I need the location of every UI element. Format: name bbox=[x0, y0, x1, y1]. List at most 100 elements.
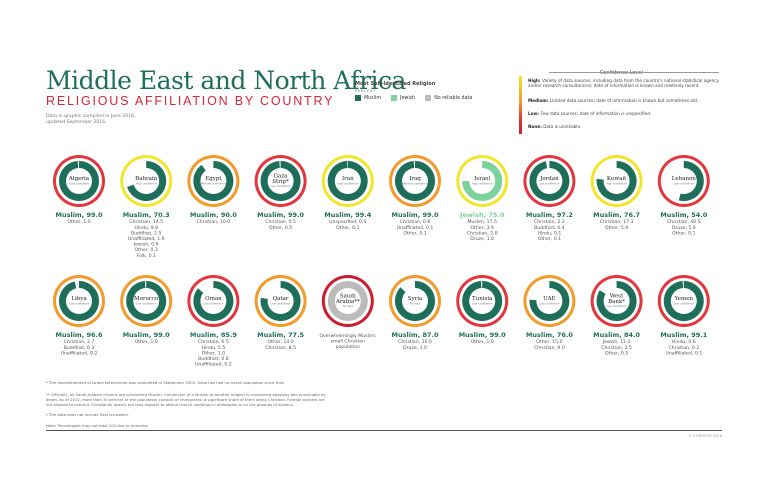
main-religion-iraq: Muslim, 99.0 bbox=[392, 211, 439, 219]
other-religion-bahrain: Other, 0.3 bbox=[135, 247, 158, 253]
confidence-note-iraq: Medium confidence bbox=[402, 182, 428, 186]
country-name-bahrain: Bahrain bbox=[135, 176, 158, 182]
other-religion-lebanon: Other, 0.1 bbox=[672, 230, 695, 236]
other-religion-bahrain: Buddhist, 2.5 bbox=[131, 230, 162, 236]
confidence-note-oman: Low confidence bbox=[203, 302, 224, 306]
country-name-oman: Oman bbox=[205, 296, 222, 302]
footnote-2a: ** Officially, all Saudi Arabian citizen… bbox=[46, 392, 326, 397]
legend-swatch-no-data bbox=[425, 95, 432, 101]
confidence-high: High: Variety of data sources, including… bbox=[528, 78, 720, 89]
confidence-note-lebanon: Low confidence bbox=[674, 182, 695, 186]
main-religion-yemen: Muslim, 99.1 bbox=[660, 331, 707, 339]
donut-hole-qatar bbox=[267, 288, 294, 314]
country-name-morocco: Morocco bbox=[134, 296, 159, 302]
confidence-note-syria: No data bbox=[410, 302, 421, 306]
other-religion-lebanon: Druze, 5.6 bbox=[672, 225, 696, 231]
confidence-note-uae: Low confidence bbox=[539, 302, 560, 306]
date-note-2: updated September 2016. bbox=[46, 120, 107, 125]
confidence-note-tunisia: Low confidence bbox=[472, 302, 493, 306]
country-name-gaza-strip: Gaza bbox=[274, 173, 289, 179]
confidence-medium: Medium: Limited data sources; date of in… bbox=[528, 98, 699, 103]
confidence-note-egypt: Medium confidence bbox=[201, 182, 227, 186]
confidence-note-morocco: Low confidence bbox=[136, 302, 157, 306]
main-religion-israel: Jewish, 75.0 bbox=[459, 211, 505, 219]
footnote-3: † The data does not include East Jerusal… bbox=[46, 412, 130, 417]
main-religion-libya: Muslim, 96.6 bbox=[56, 331, 103, 339]
country-name-tunisia: Tunisia bbox=[472, 296, 493, 302]
other-religion-iran: Other, 0.1 bbox=[336, 225, 359, 231]
other-religion-uae: Christian, 9.0 bbox=[534, 345, 565, 351]
confidence-legend: High: Variety of data sources, including… bbox=[519, 72, 719, 134]
main-religion-algeria: Muslim, 99.0 bbox=[56, 211, 103, 219]
other-religion-bahrain: Jewish, 0.6 bbox=[133, 242, 159, 248]
country-name-lebanon: Lebanon bbox=[672, 176, 697, 182]
legend-subtitle: PERCENT bbox=[355, 88, 376, 93]
other-religion-oman: Unaffiliated, 0.2 bbox=[195, 362, 232, 368]
other-religion-israel: Other, 3.9 bbox=[471, 225, 494, 231]
confidence-note-yemen: Low confidence bbox=[674, 302, 695, 306]
other-religion-qatar: Christian, 8.5 bbox=[265, 345, 296, 351]
other-religion-saudi-arabia: population bbox=[336, 344, 361, 350]
page-subtitle: RELIGIOUS AFFILIATION BY COUNTRY bbox=[46, 94, 335, 108]
main-religion-uae: Muslim, 76.0 bbox=[526, 331, 573, 339]
donut-hole-syria bbox=[402, 288, 428, 314]
other-religion-bahrain: Folk, 0.1 bbox=[136, 253, 156, 259]
country-name-israel: Israel bbox=[474, 176, 490, 182]
bottom-rule bbox=[46, 430, 722, 431]
main-religion-kuwait: Muslim, 76.7 bbox=[593, 211, 640, 219]
confidence-note-saudi-arabia: No data bbox=[343, 304, 354, 308]
donut-hole-iraq bbox=[402, 168, 428, 194]
country-name-saudi-arabia: Saudi bbox=[340, 293, 356, 299]
country-name-jordan: Jordan bbox=[539, 176, 559, 182]
other-religion-uae: Other, 15.0 bbox=[536, 339, 562, 345]
donut-hole-gaza-strip bbox=[267, 168, 294, 194]
confidence-note-algeria: Data unreliable bbox=[69, 182, 89, 186]
country-name-west-bank: Bank* bbox=[608, 299, 625, 305]
confidence-note-jordan: Low confidence bbox=[539, 182, 560, 186]
other-religion-algeria: Other, 1.0 bbox=[67, 219, 90, 225]
country-name-uae: UAE bbox=[543, 296, 555, 302]
confidence-note-qatar: Low confidence bbox=[271, 302, 292, 306]
confidence-note-libya: Low confidence bbox=[69, 302, 90, 306]
other-religion-saudi-arabia: Overwhelmingly Muslim; bbox=[319, 333, 376, 339]
other-religion-gaza-strip: Christian, 0.5 bbox=[265, 219, 296, 225]
main-religion-gaza-strip: Muslim, 99.0 bbox=[257, 211, 304, 219]
country-name-qatar: Qatar bbox=[273, 296, 289, 302]
other-religion-west-bank: Jewish, 11.0 bbox=[602, 339, 631, 345]
main-religion-oman: Muslim, 85.9 bbox=[190, 331, 237, 339]
date-note-1: Data in graphic compiled in June 2016, bbox=[46, 114, 136, 119]
other-religion-tunisia: Other, 1.0 bbox=[471, 339, 494, 345]
donut-hole-saudi-arabia bbox=[334, 288, 361, 314]
other-religion-yemen: Christian, 0.2 bbox=[668, 345, 699, 351]
donut-hole-morocco bbox=[133, 288, 160, 314]
country-name-libya: Libya bbox=[71, 296, 87, 302]
confidence-none: None: Data is unreliable. bbox=[528, 124, 582, 129]
donut-hole-israel bbox=[469, 168, 496, 194]
other-religion-gaza-strip: Other, 0.5 bbox=[269, 225, 292, 231]
donut-hole-uae bbox=[536, 288, 563, 314]
donut-hole-jordan bbox=[536, 168, 563, 194]
other-religion-jordan: Christian, 2.2 bbox=[534, 219, 565, 225]
footnote-2b: death. As of 2012, more than 30 percent … bbox=[46, 397, 325, 402]
donut-hole-egypt bbox=[200, 168, 227, 194]
other-religion-libya: Christian, 2.7 bbox=[64, 339, 95, 345]
confidence-title: Confidence Level bbox=[600, 70, 643, 76]
donut-hole-lebanon bbox=[670, 168, 697, 194]
other-religion-syria: Druze, 3.0 bbox=[403, 345, 427, 351]
other-religion-jordan: Buddhist, 0.4 bbox=[534, 225, 565, 231]
donut-hole-oman bbox=[200, 288, 227, 314]
other-religion-egypt: Christian, 10.0 bbox=[197, 219, 231, 225]
other-religion-qatar: Other, 14.0 bbox=[267, 339, 293, 345]
donut-hole-tunisia bbox=[469, 288, 496, 314]
other-religion-bahrain: Hindu, 9.8 bbox=[134, 225, 158, 231]
